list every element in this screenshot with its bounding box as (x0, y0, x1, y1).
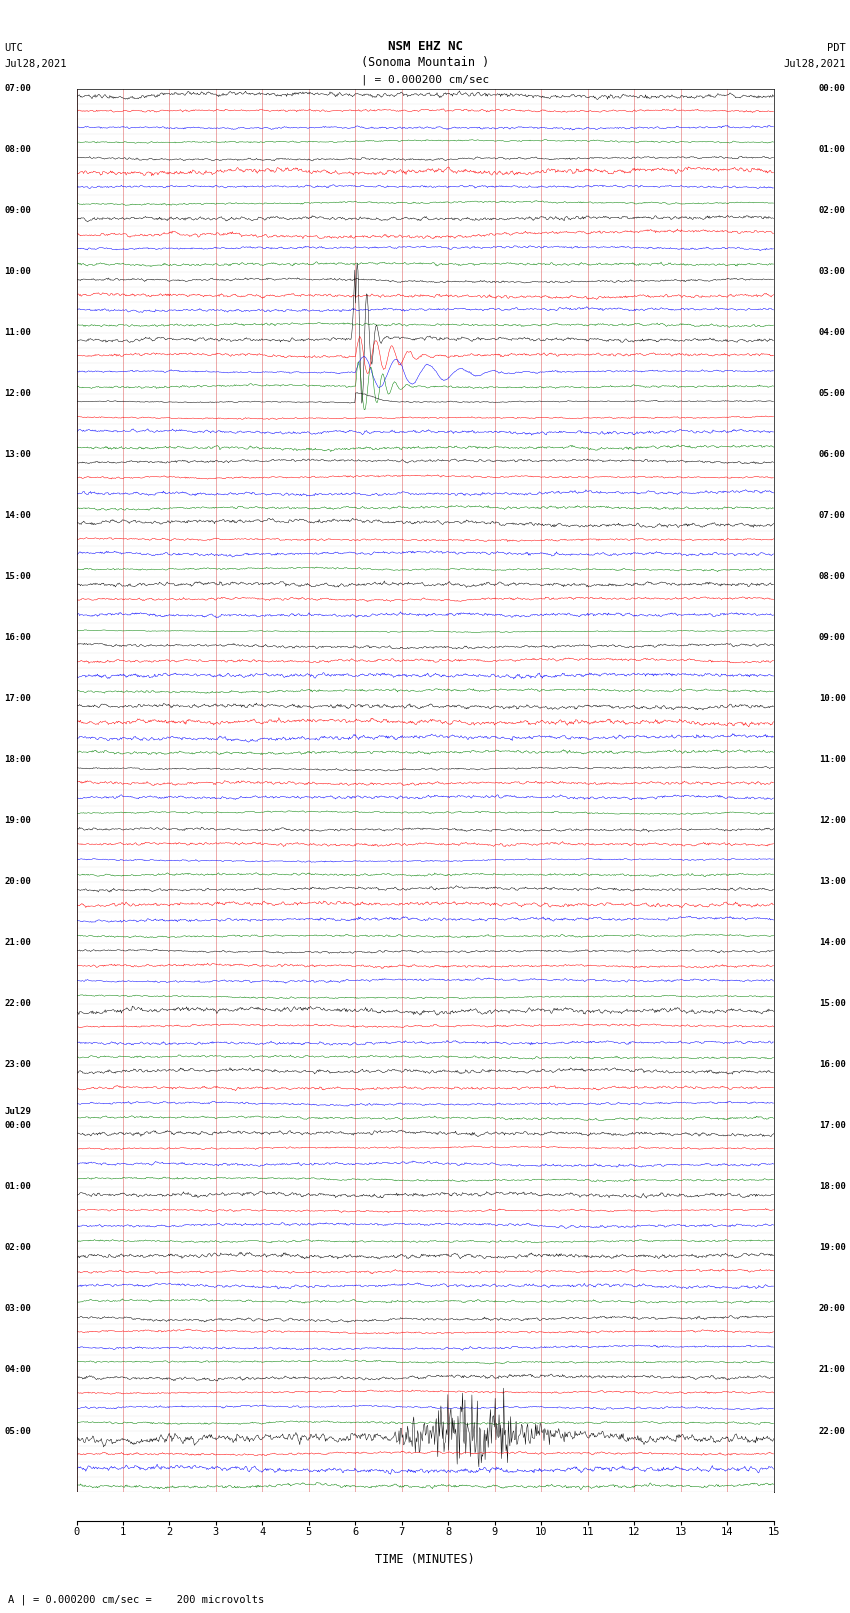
Text: (Sonoma Mountain ): (Sonoma Mountain ) (361, 56, 489, 69)
Text: 17:00: 17:00 (4, 694, 31, 703)
Text: 12:00: 12:00 (819, 816, 846, 826)
Text: 04:00: 04:00 (819, 329, 846, 337)
Text: 19:00: 19:00 (4, 816, 31, 826)
Text: Jul28,2021: Jul28,2021 (783, 60, 846, 69)
Text: 21:00: 21:00 (4, 939, 31, 947)
Text: 03:00: 03:00 (4, 1305, 31, 1313)
Text: 20:00: 20:00 (819, 1305, 846, 1313)
Text: NSM EHZ NC: NSM EHZ NC (388, 40, 462, 53)
Text: | = 0.000200 cm/sec: | = 0.000200 cm/sec (361, 74, 489, 85)
Text: 07:00: 07:00 (4, 84, 31, 94)
Text: 18:00: 18:00 (819, 1182, 846, 1192)
Text: 23:00: 23:00 (4, 1060, 31, 1069)
Text: 00:00: 00:00 (819, 84, 846, 94)
Text: 14:00: 14:00 (819, 939, 846, 947)
Text: 22:00: 22:00 (819, 1426, 846, 1436)
Text: TIME (MINUTES): TIME (MINUTES) (375, 1553, 475, 1566)
Text: 11:00: 11:00 (819, 755, 846, 765)
Text: 09:00: 09:00 (4, 206, 31, 215)
Text: 17:00: 17:00 (819, 1121, 846, 1131)
Text: 02:00: 02:00 (4, 1244, 31, 1252)
Text: 10:00: 10:00 (4, 268, 31, 276)
Text: Jul29: Jul29 (4, 1107, 31, 1116)
Text: Jul28,2021: Jul28,2021 (4, 60, 67, 69)
Text: 18:00: 18:00 (4, 755, 31, 765)
Text: 09:00: 09:00 (819, 634, 846, 642)
Text: 22:00: 22:00 (4, 1000, 31, 1008)
Text: 05:00: 05:00 (4, 1426, 31, 1436)
Text: 01:00: 01:00 (819, 145, 846, 155)
Text: 08:00: 08:00 (819, 573, 846, 581)
Text: 05:00: 05:00 (819, 389, 846, 398)
Text: 12:00: 12:00 (4, 389, 31, 398)
Text: 10:00: 10:00 (819, 694, 846, 703)
Text: 15:00: 15:00 (4, 573, 31, 581)
Text: 03:00: 03:00 (819, 268, 846, 276)
Text: 00:00: 00:00 (4, 1121, 31, 1131)
Text: 08:00: 08:00 (4, 145, 31, 155)
Text: UTC: UTC (4, 44, 23, 53)
Text: 15:00: 15:00 (819, 1000, 846, 1008)
Text: 07:00: 07:00 (819, 511, 846, 521)
Text: 20:00: 20:00 (4, 877, 31, 887)
Text: 11:00: 11:00 (4, 329, 31, 337)
Text: 16:00: 16:00 (819, 1060, 846, 1069)
Text: A | = 0.000200 cm/sec =    200 microvolts: A | = 0.000200 cm/sec = 200 microvolts (8, 1594, 264, 1605)
Text: 01:00: 01:00 (4, 1182, 31, 1192)
Text: 16:00: 16:00 (4, 634, 31, 642)
Text: 21:00: 21:00 (819, 1366, 846, 1374)
Text: 14:00: 14:00 (4, 511, 31, 521)
Text: 13:00: 13:00 (4, 450, 31, 460)
Text: 19:00: 19:00 (819, 1244, 846, 1252)
Text: 13:00: 13:00 (819, 877, 846, 887)
Text: 04:00: 04:00 (4, 1366, 31, 1374)
Text: PDT: PDT (827, 44, 846, 53)
Text: 06:00: 06:00 (819, 450, 846, 460)
Text: 02:00: 02:00 (819, 206, 846, 215)
